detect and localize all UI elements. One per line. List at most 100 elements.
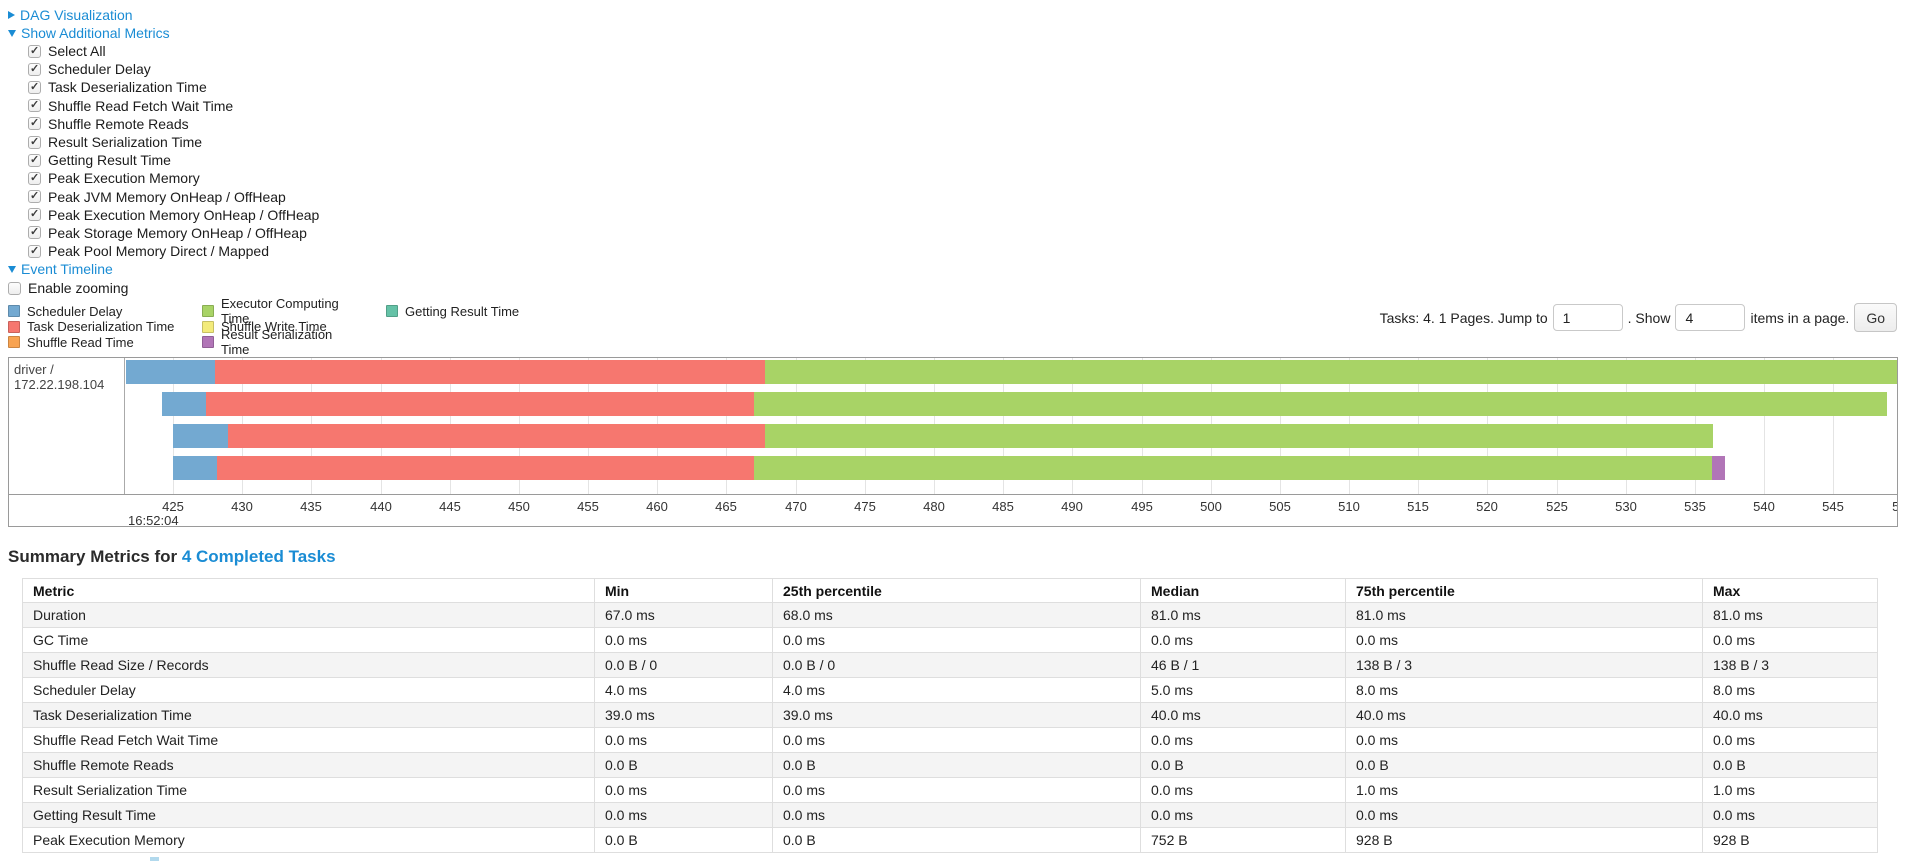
summary-table-header-row: Metric Min 25th percentile Median 75th perce… (22, 578, 1878, 604)
metric-checkbox-item[interactable]: Scheduler Delay (28, 60, 1907, 78)
metric-checkbox[interactable] (28, 244, 41, 258)
show-additional-metrics-link[interactable]: Show Additional Metrics (21, 25, 170, 41)
table-cell: 0.0 ms (1140, 777, 1346, 804)
table-cell: 0.0 ms (594, 627, 773, 654)
metric-checkbox-item[interactable]: Task Deserialization Time (28, 78, 1907, 96)
table-cell: 0.0 B (594, 827, 773, 854)
axis-tick-label: 520 (1476, 499, 1498, 515)
table-row: Shuffle Remote Reads 0.0 B 0.0 B 0.0 B 0.0 B… (22, 752, 1878, 779)
metric-checkbox[interactable] (28, 116, 41, 131)
metric-checkbox-label: Select All (48, 43, 106, 60)
metric-checkbox-item[interactable]: Getting Result Time (28, 151, 1907, 169)
table-cell: Result Serialization Time (22, 777, 595, 804)
metric-checkbox[interactable] (28, 44, 41, 58)
legend-item: Executor Computing Time (202, 296, 362, 326)
metric-checkbox-item[interactable]: Peak Pool Memory Direct / Mapped (28, 242, 1907, 260)
metric-checkbox-item[interactable]: Shuffle Remote Reads (28, 115, 1907, 133)
metric-checkbox[interactable] (28, 189, 41, 204)
table-row: GC Time 0.0 ms 0.0 ms 0.0 ms 0.0 ms 0.0 ms (22, 627, 1878, 654)
axis-tick-label: 440 (370, 499, 392, 515)
metric-checkbox-item[interactable]: Peak Execution Memory OnHeap / OffHeap (28, 206, 1907, 224)
metric-checkbox-item[interactable]: Select All (28, 42, 1907, 60)
table-cell: 0.0 B (1140, 752, 1346, 779)
table-row: Duration 67.0 ms 68.0 ms 81.0 ms 81.0 ms 81.0… (22, 602, 1878, 629)
table-cell: 0.0 B / 0 (772, 652, 1141, 679)
metric-checkbox[interactable] (28, 225, 41, 240)
table-row: Peak Execution Memory 0.0 B 0.0 B 752 B 928 … (22, 827, 1878, 854)
table-cell: 0.0 ms (1345, 727, 1703, 754)
table-cell: 4.0 ms (594, 677, 773, 704)
legend-label: Result Serialization Time (221, 327, 333, 357)
table-cell: 0.0 ms (1140, 627, 1346, 654)
legend-label: Task Deserialization Time (27, 319, 175, 334)
event-timeline-link[interactable]: Event Timeline (21, 261, 113, 278)
metric-checkbox-label: Peak Pool Memory Direct / Mapped (48, 243, 269, 260)
metric-checkbox-label: Getting Result Time (48, 152, 171, 169)
table-cell: 0.0 B (1702, 752, 1878, 779)
summary-title-prefix: Summary Metrics for (8, 547, 182, 567)
caret-down-icon (8, 29, 16, 37)
legend-label: Shuffle Read Time (27, 334, 134, 350)
metric-checkbox[interactable] (28, 171, 41, 185)
table-cell: Scheduler Delay (22, 677, 595, 704)
table-cell: 68.0 ms (772, 602, 1141, 629)
show-additional-metrics-toggle[interactable]: Show Additional Metrics (8, 24, 1907, 42)
legend-item: Shuffle Write Time (202, 319, 362, 335)
dag-visualization-toggle[interactable]: DAG Visualization (8, 6, 1907, 24)
metric-checkbox[interactable] (28, 80, 41, 94)
summary-column-header: 75th percentile (1345, 578, 1703, 604)
table-row: Result Serialization Time 0.0 ms 0.0 ms 0.0… (22, 777, 1878, 804)
table-cell: 0.0 ms (772, 627, 1141, 654)
axis-tick-label: 485 (992, 499, 1014, 515)
axis-tick-label: 510 (1338, 499, 1360, 515)
metric-checkbox-label: Shuffle Remote Reads (48, 115, 189, 132)
axis-tick-label: 445 (439, 499, 461, 515)
table-cell: 928 B (1345, 827, 1703, 854)
table-cell: 39.0 ms (772, 702, 1141, 729)
gridline (1833, 358, 1834, 495)
metric-checkbox-item[interactable]: Result Serialization Time (28, 133, 1907, 151)
table-row: Scheduler Delay 4.0 ms 4.0 ms 5.0 ms 8.0 ms 8… (22, 677, 1878, 704)
table-cell: Task Deserialization Time (22, 702, 595, 729)
jump-to-page-input[interactable] (1552, 304, 1623, 332)
table-cell: Shuffle Read Fetch Wait Time (22, 727, 595, 754)
partially-visible-next-section (150, 857, 159, 861)
dag-visualization-link[interactable]: DAG Visualization (20, 7, 133, 23)
completed-tasks-link[interactable]: 4 Completed Tasks (181, 547, 336, 567)
metric-checkbox[interactable] (28, 207, 41, 222)
summary-column-header: Max (1702, 578, 1878, 604)
table-cell: 1.0 ms (1345, 777, 1703, 804)
axis-tick-label: 535 (1684, 499, 1706, 515)
items-per-page-input[interactable] (1675, 304, 1746, 332)
table-row: Task Deserialization Time 39.0 ms 39.0 ms 4… (22, 702, 1878, 729)
summary-column-header: 25th percentile (772, 578, 1141, 604)
metric-checkbox-item[interactable]: Peak Storage Memory OnHeap / OffHeap (28, 224, 1907, 242)
metric-checkbox-item[interactable]: Peak JVM Memory OnHeap / OffHeap (28, 188, 1907, 206)
enable-zooming-label: Enable zooming (28, 280, 129, 297)
metric-checkbox[interactable] (28, 153, 41, 167)
table-cell: 0.0 ms (772, 727, 1141, 754)
timeline-x-axis: 425 430 435 440 445 450 455 460 465 470 475 480 485 4… (9, 494, 1897, 526)
go-button[interactable]: Go (1854, 303, 1897, 333)
show-text: . Show (1627, 309, 1671, 326)
axis-tick-label: 455 (577, 499, 599, 515)
metric-checkbox-label: Task Deserialization Time (48, 79, 207, 96)
axis-tick-label: 470 (785, 499, 807, 515)
metric-checkbox-item[interactable]: Shuffle Read Fetch Wait Time (28, 97, 1907, 115)
metric-checkbox-item[interactable]: Peak Execution Memory (28, 169, 1907, 187)
scheduler-delay-swatch-icon (8, 305, 20, 317)
table-cell: 8.0 ms (1702, 677, 1878, 704)
table-cell: GC Time (22, 627, 595, 654)
table-row: Getting Result Time 0.0 ms 0.0 ms 0.0 ms 0.0… (22, 802, 1878, 829)
axis-tick-label: 475 (854, 499, 876, 515)
event-timeline-toggle[interactable]: Event Timeline (8, 260, 1907, 278)
table-cell: 0.0 ms (1702, 727, 1878, 754)
table-cell: 0.0 B (594, 752, 773, 779)
metric-checkbox[interactable] (28, 135, 41, 149)
metric-checkbox[interactable] (28, 62, 41, 76)
metric-checkbox[interactable] (28, 98, 41, 113)
table-cell: 40.0 ms (1345, 702, 1703, 729)
shuffle-write-swatch-icon (202, 320, 214, 333)
enable-zooming-checkbox[interactable] (8, 281, 21, 295)
axis-tick-label: 430 (231, 499, 253, 515)
